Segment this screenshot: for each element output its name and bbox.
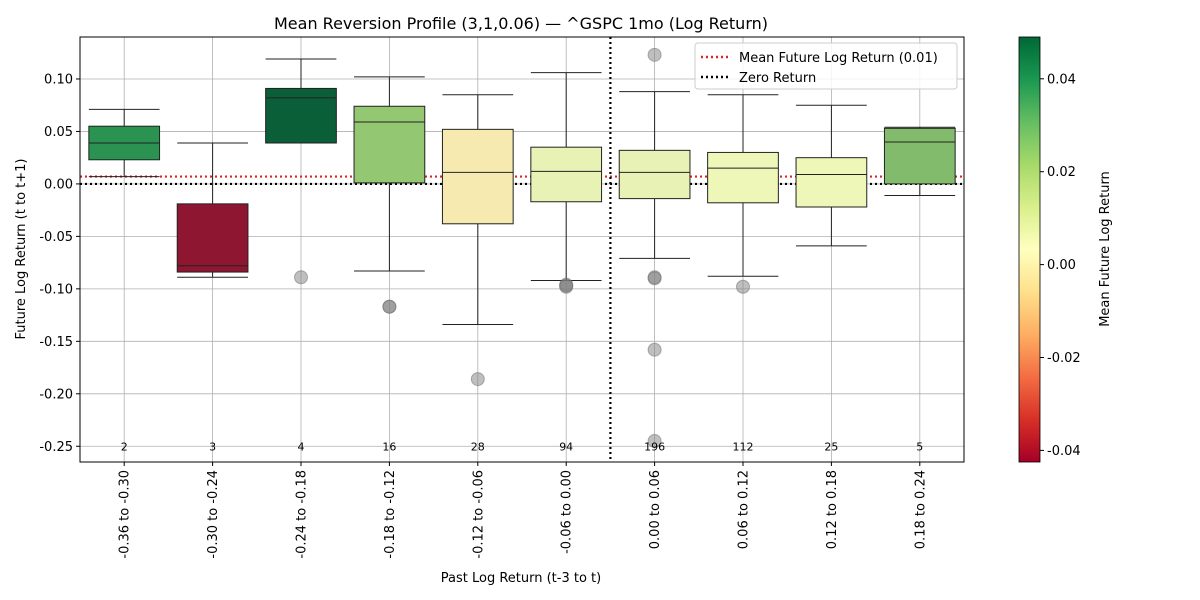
- outlier-point-4: [647, 434, 662, 449]
- box-iqr: [883, 127, 956, 185]
- colorbar-tick-label-4: 0.04: [1047, 72, 1076, 87]
- y-tick-label-0: -0.25: [39, 440, 73, 455]
- chart-title: Mean Reversion Profile (3,1,0.06) — ^GSP…: [274, 14, 768, 33]
- count-label-4: 28: [471, 440, 485, 453]
- count-labels: 2 3 4 16 28 94 196 112 25 5: [121, 440, 924, 453]
- x-axis-label: Past Log Return (t-3 to t): [441, 571, 601, 586]
- y-tick-label-2: -0.15: [39, 335, 73, 350]
- outlier-point-0: [736, 279, 750, 294]
- legend-mean-label: Mean Future Log Return (0.01): [739, 51, 938, 66]
- box-3: [353, 76, 426, 314]
- y-tick-label-5: 0.00: [44, 177, 73, 192]
- box-4: [441, 94, 514, 387]
- count-label-5: 94: [559, 440, 573, 453]
- plot-frame: [79, 36, 965, 463]
- count-label-3: 16: [382, 440, 396, 453]
- outlier-point-2: [559, 278, 574, 293]
- x-tick-label-2: -0.24 to -0.18: [295, 470, 310, 559]
- box-iqr: [265, 87, 337, 144]
- x-tick-label-9: 0.18 to 0.24: [913, 470, 928, 549]
- outlier-point-2: [647, 271, 662, 286]
- colorbar-label: Mean Future Log Return: [1098, 171, 1113, 327]
- colorbar: -0.04 -0.02 0.00 0.02 0.04 Mean Future Log R…: [1018, 36, 1113, 463]
- x-tick-label-0: -0.36 to -0.30: [118, 470, 133, 559]
- outlier-point-1: [382, 299, 397, 314]
- count-label-7: 112: [733, 440, 754, 453]
- box-iqr: [618, 149, 691, 200]
- outlier-point-3: [647, 342, 662, 357]
- count-label-9: 5: [916, 440, 923, 453]
- x-tick-label-5: -0.06 to 0.00: [560, 470, 575, 554]
- x-tick-label-7: 0.06 to 0.12: [737, 470, 752, 549]
- count-label-0: 2: [121, 440, 128, 453]
- colorbar-tick-label-1: -0.02: [1047, 351, 1081, 366]
- outlier-point-0: [647, 47, 662, 62]
- outlier-point-0: [294, 270, 308, 285]
- count-label-2: 4: [298, 440, 305, 453]
- x-tick-label-4: -0.12 to -0.06: [471, 470, 486, 559]
- y-tick-label-1: -0.20: [39, 387, 73, 402]
- box-5: [530, 72, 603, 294]
- colorbar-tick-label-0: -0.04: [1047, 444, 1081, 459]
- count-label-1: 3: [209, 440, 216, 453]
- y-tick-label-7: 0.10: [44, 72, 73, 87]
- box-1: [176, 142, 249, 278]
- colorbar-tick-label-2: 0.00: [1047, 258, 1076, 273]
- outlier-point-0: [470, 372, 485, 387]
- count-label-6: 196: [644, 440, 665, 453]
- x-axis: -0.36 to -0.30 -0.30 to -0.24 -0.24 to -0.…: [118, 462, 928, 559]
- box-iqr: [176, 203, 249, 273]
- box-8: [795, 104, 868, 247]
- boxes-layer: [88, 47, 956, 449]
- legend: Mean Future Log Return (0.01) Zero Retur…: [694, 42, 958, 90]
- x-tick-label-1: -0.30 to -0.24: [206, 470, 221, 559]
- box-6: [618, 47, 691, 449]
- count-label-8: 25: [824, 440, 838, 453]
- box-9: [883, 126, 956, 196]
- box-7: [707, 94, 779, 294]
- box-iqr: [795, 157, 868, 208]
- colorbar-ticks: -0.04 -0.02 0.00 0.02 0.04: [1040, 72, 1081, 459]
- x-tick-label-8: 0.12 to 0.18: [825, 470, 840, 549]
- y-tick-label-6: 0.05: [44, 125, 73, 140]
- y-tick-label-3: -0.10: [39, 282, 73, 297]
- x-tick-label-6: 0.00 to 0.06: [648, 470, 663, 549]
- box-2: [265, 58, 337, 285]
- x-tick-label-3: -0.18 to -0.12: [383, 470, 398, 559]
- box-iqr: [530, 146, 603, 203]
- box-0: [88, 108, 161, 178]
- colorbar-tick-label-3: 0.02: [1047, 165, 1076, 180]
- legend-zero-label: Zero Return: [739, 71, 816, 86]
- legend-frame: [694, 42, 958, 90]
- y-axis-label: Future Log Return (t to t+1): [14, 159, 29, 340]
- y-tick-label-4: -0.05: [39, 230, 73, 245]
- box-iqr: [441, 128, 514, 225]
- box-iqr: [353, 105, 426, 184]
- box-iqr: [707, 151, 779, 204]
- y-axis: -0.25 -0.20 -0.15 -0.10 -0.05 0.00 0.05 0.10: [39, 72, 80, 455]
- colorbar-gradient: [1018, 36, 1041, 463]
